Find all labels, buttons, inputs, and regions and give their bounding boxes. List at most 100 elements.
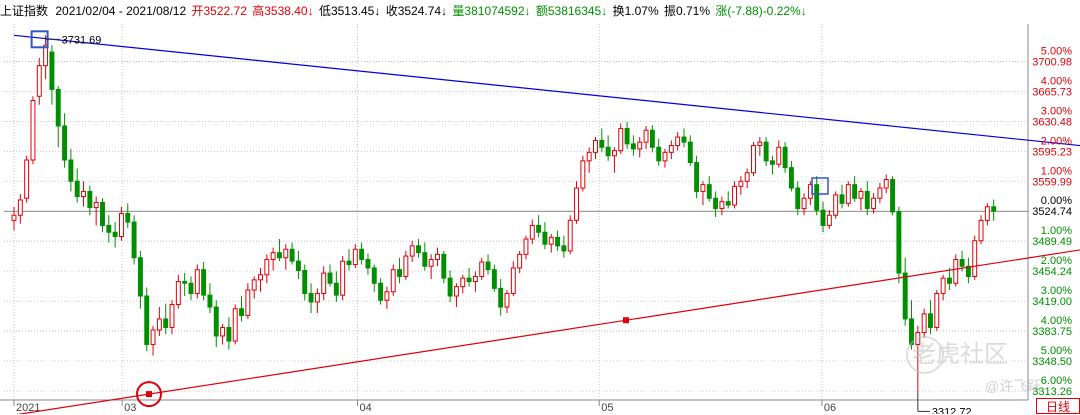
candle-body-down xyxy=(112,231,118,237)
candle-body-down xyxy=(820,209,826,226)
candle-body-up xyxy=(453,286,459,297)
candle-body-down xyxy=(928,313,933,328)
candle-body-down xyxy=(555,236,561,247)
candle-body-down xyxy=(62,125,68,161)
candle-body-down xyxy=(466,277,472,283)
candle-body-down xyxy=(226,326,232,342)
candle-body-down xyxy=(68,159,74,182)
close-value: 收3524.74↓ xyxy=(385,4,448,18)
trendlines-layer xyxy=(13,34,1080,414)
candle-body-down xyxy=(346,260,352,266)
candle-body-down xyxy=(770,160,775,165)
candle-body-up xyxy=(719,201,725,209)
candle-body-down xyxy=(416,245,421,254)
candle-body-up xyxy=(93,202,99,209)
candle-body-down xyxy=(188,282,194,294)
vertical-grid-lines xyxy=(13,24,823,406)
candle-body-down xyxy=(277,252,282,259)
candle-body-up xyxy=(81,190,86,198)
candle-body-down xyxy=(599,139,605,148)
turnover-value: 换1.07% xyxy=(612,4,659,18)
candle-body-down xyxy=(491,269,497,289)
candle-body-up xyxy=(390,269,396,293)
candle-body-up xyxy=(43,44,49,67)
candle-body-down xyxy=(308,292,314,303)
candle-body-down xyxy=(485,261,491,271)
candle-body-down xyxy=(630,143,636,150)
candle-body-up xyxy=(460,277,466,288)
candle-body-up xyxy=(744,172,750,182)
candle-body-down xyxy=(359,248,365,260)
candle-body-up xyxy=(883,179,889,189)
candle-body-up xyxy=(472,275,478,283)
candle-body-down xyxy=(289,248,295,262)
candle-body-up xyxy=(245,289,251,317)
candle-body-up xyxy=(529,224,535,240)
candle-body-up xyxy=(751,145,756,174)
pct-tick-label: 4.00% xyxy=(1041,75,1072,87)
candle-body-down xyxy=(144,295,150,345)
candle-body-down xyxy=(131,221,137,259)
candle-body-down xyxy=(441,253,447,279)
candle-body-down xyxy=(422,252,428,267)
candle-body-up xyxy=(314,292,320,303)
quote-header: 上证指数 2021/02/04 - 2021/08/12 开3522.72 高3… xyxy=(0,0,1080,22)
candle-body-down xyxy=(397,269,403,277)
candle-body-down xyxy=(207,294,213,308)
candle-body-down xyxy=(87,190,93,209)
candle-body-down xyxy=(49,51,55,90)
candle-body-down xyxy=(852,184,858,199)
candle-body-down xyxy=(378,282,384,301)
price-tick-label: 3595.23 xyxy=(1032,146,1072,158)
candle-body-up xyxy=(637,141,643,150)
candle-body-down xyxy=(163,318,169,328)
candle-body-up xyxy=(668,145,674,153)
candle-body-up xyxy=(858,190,864,199)
candle-body-down xyxy=(201,269,207,296)
candle-body-down xyxy=(814,184,820,211)
candle-body-up xyxy=(611,150,617,157)
pct-tick-label: 2.00% xyxy=(1041,255,1072,267)
candle-body-up xyxy=(580,160,586,189)
candle-body-up xyxy=(169,304,175,328)
candle-body-down xyxy=(295,260,301,271)
candle-body-up xyxy=(757,141,763,147)
price-tick-label: 3489.49 xyxy=(1032,236,1072,248)
candle-body-up xyxy=(340,260,346,296)
candle-body-down xyxy=(624,128,630,145)
low-value-label: 3312.72 xyxy=(932,406,972,414)
candle-body-up xyxy=(194,269,200,294)
amount-value: 额53816345↓ xyxy=(535,4,608,18)
candle-body-up xyxy=(548,236,554,245)
candle-body-down xyxy=(447,277,453,297)
candle-body-down xyxy=(959,258,965,267)
candle-body-up xyxy=(940,277,946,294)
candle-body-up xyxy=(321,272,327,294)
pct-tick-label: 6.00% xyxy=(1041,375,1072,387)
pct-tick-label: 4.00% xyxy=(1041,315,1072,327)
candle-body-down xyxy=(788,167,794,189)
candle-body-down xyxy=(839,194,845,204)
candle-body-up xyxy=(738,180,744,187)
candle-body-up xyxy=(504,292,510,308)
candle-body-up xyxy=(921,313,927,334)
candle-body-down xyxy=(656,146,662,162)
index-name: 上证指数 xyxy=(0,4,49,18)
candle-body-down xyxy=(763,141,769,162)
candle-body-up xyxy=(845,184,851,204)
watermark-logo-icon xyxy=(906,336,944,374)
candle-body-down xyxy=(125,213,131,223)
candle-body-up xyxy=(618,128,624,152)
candle-body-up xyxy=(700,184,706,192)
candle-body-up xyxy=(30,100,36,161)
daily-period-button[interactable]: 日线 xyxy=(1036,398,1080,414)
grid-lines xyxy=(4,61,1028,392)
watermark-text: 老虎社区 xyxy=(912,340,1008,368)
candle-body-down xyxy=(213,306,219,337)
candle-body-up xyxy=(220,326,226,337)
pct-tick-label: 0.00% xyxy=(1041,195,1072,207)
candle-body-up xyxy=(156,318,162,331)
open-value: 开3522.72 xyxy=(191,4,247,18)
change-value: 涨(-7.88)-0.22%↓ xyxy=(715,4,807,18)
